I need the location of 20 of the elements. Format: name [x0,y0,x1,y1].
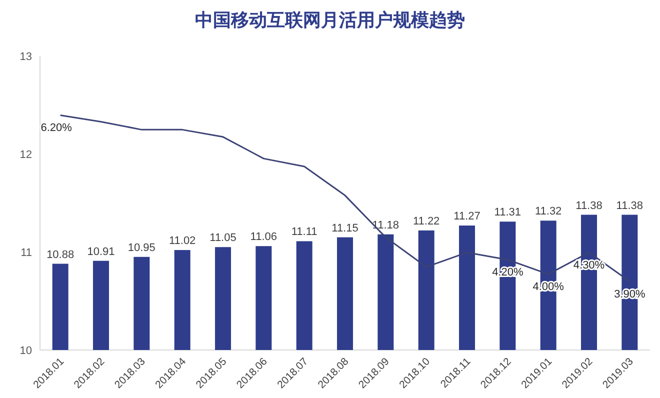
data-label: 11.11 [291,226,318,238]
data-label: 11.02 [168,235,196,248]
data-label: 11.06 [250,231,278,244]
data-label: 11.22 [412,215,440,228]
data-label: 11.05 [210,232,236,244]
data-label: 11.38 [616,200,644,212]
chart-title: 中国移动互联网月活用户规模趋势 [195,10,465,30]
y-tick-label: 10 [20,345,32,357]
data-label: 11.38 [576,200,602,212]
data-label: 11.27 [454,210,480,223]
data-label: 11.31 [494,206,522,219]
y-tick-label: 11 [20,247,32,259]
data-label: 10.88 [46,248,74,261]
data-label: 11.15 [332,222,358,234]
data-label: 10.95 [128,242,156,254]
y-tick-label: 13 [20,51,32,63]
data-label: 10.91 [87,246,115,258]
data-label: 11.32 [534,206,562,218]
y-tick-label: 12 [20,149,32,161]
data-label: 6.20% [40,122,72,134]
